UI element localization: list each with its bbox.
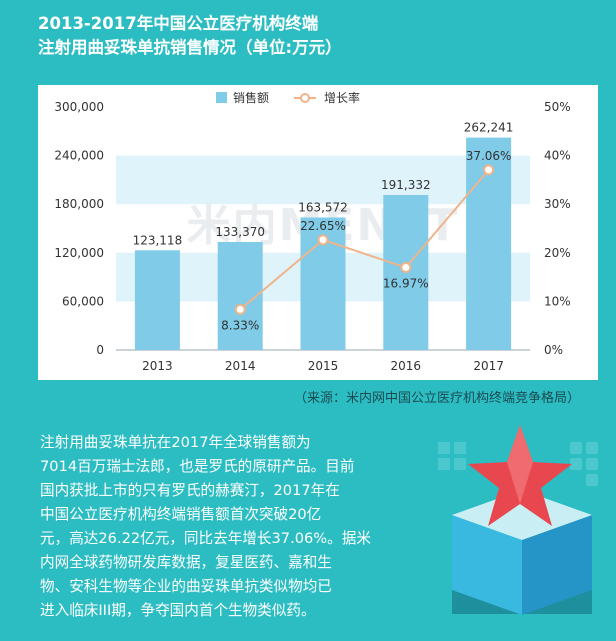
y-right-tick-label: 20% xyxy=(544,246,571,260)
growth-rate-label: 37.06% xyxy=(466,149,512,163)
growth-rate-point xyxy=(400,262,412,274)
bar-value-label: 262,241 xyxy=(464,121,514,135)
chart-title: 2013-2017年中国公立医疗机构终端 注射用曲妥珠单抗销售情况（单位:万元） xyxy=(38,12,598,60)
growth-rate-line xyxy=(239,169,490,311)
legend-marker-growth xyxy=(300,93,310,103)
legend-swatch-sales xyxy=(216,92,227,103)
description-line: 中国公立医疗机构终端销售额首次突破20亿 xyxy=(40,506,322,523)
y-left-tick-label: 60,000 xyxy=(62,294,104,308)
y-right-tick-label: 0% xyxy=(544,343,563,357)
description-line: 物、安科生物等企业的曲妥珠单抗类似物均已 xyxy=(40,578,332,595)
description-line: 进入临床III期，争夺国内首个生物类似药。 xyxy=(40,602,316,619)
x-tick-label: 2014 xyxy=(225,359,256,373)
description-line: 国内获批上市的只有罗氏的赫赛汀，2017年在 xyxy=(40,482,340,499)
growth-rate-point xyxy=(317,234,329,246)
bar xyxy=(134,250,180,350)
y-left-tick-label: 0 xyxy=(96,343,104,357)
description-line: 内网全球药物研发库数据，复星医药、嘉和生 xyxy=(40,554,332,571)
bar-value-label: 191,332 xyxy=(381,178,431,192)
gift-box-star-illustration xyxy=(438,425,598,615)
growth-rate-point xyxy=(234,304,246,316)
y-left-tick-label: 240,000 xyxy=(54,149,104,163)
growth-rate-label: 22.65% xyxy=(300,219,346,233)
x-tick-label: 2016 xyxy=(391,359,422,373)
combo-chart: 米内MENET060,000120,000180,000240,000300,0… xyxy=(54,90,571,373)
legend-label-growth: 增长率 xyxy=(324,90,360,105)
bar-value-label: 133,370 xyxy=(215,225,265,239)
x-tick-label: 2015 xyxy=(308,359,339,373)
bar-value-label: 163,572 xyxy=(298,201,348,215)
description-line: 元，高达26.22亿元，同比去年增长37.06%。据米 xyxy=(40,530,371,547)
y-right-tick-label: 30% xyxy=(544,197,571,211)
y-right-tick-label: 50% xyxy=(544,100,571,114)
y-left-tick-label: 120,000 xyxy=(54,246,104,260)
bar-value-label: 123,118 xyxy=(133,233,183,247)
growth-rate-label: 8.33% xyxy=(221,319,259,333)
title-line-1: 2013-2017年中国公立医疗机构终端 xyxy=(38,14,319,33)
x-tick-label: 2013 xyxy=(142,359,173,373)
title-line-2: 注射用曲妥珠单抗销售情况（单位:万元） xyxy=(38,38,342,57)
source-note: （来源：米内网中国公立医疗机构终端竞争格局） xyxy=(293,391,580,406)
y-right-tick-label: 10% xyxy=(544,294,571,308)
x-tick-label: 2017 xyxy=(473,359,504,373)
growth-rate-point xyxy=(483,164,495,176)
y-left-tick-label: 300,000 xyxy=(54,100,104,114)
description-line: 7014百万瑞士法郎，也是罗氏的原研产品。目前 xyxy=(40,458,355,475)
y-left-tick-label: 180,000 xyxy=(54,197,104,211)
grid-band xyxy=(116,155,530,205)
y-right-tick-label: 40% xyxy=(544,149,571,163)
legend-label-sales: 销售额 xyxy=(233,90,269,105)
description-text: 注射用曲妥珠单抗在2017年全球销售额为 7014百万瑞士法郎，也是罗氏的原研产… xyxy=(40,431,420,623)
growth-rate-label: 16.97% xyxy=(383,277,429,291)
chart-panel: 米内MENET060,000120,000180,000240,000300,0… xyxy=(38,85,598,380)
description-line: 注射用曲妥珠单抗在2017年全球销售额为 xyxy=(40,434,311,451)
